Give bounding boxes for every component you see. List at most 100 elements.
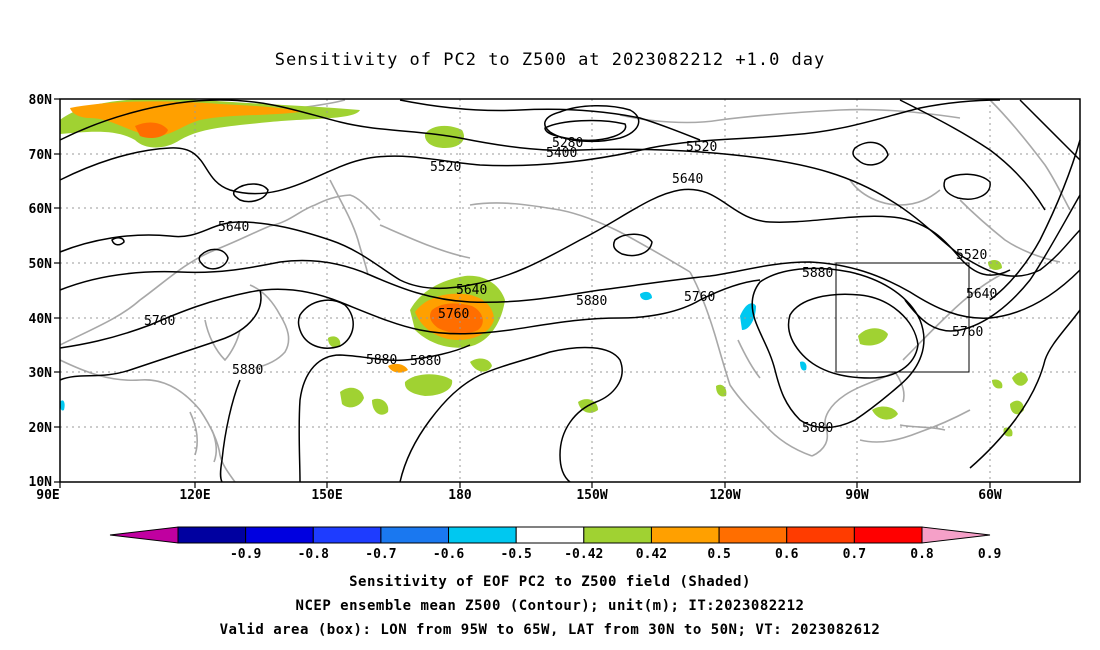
shade-cyan-patch <box>800 361 807 371</box>
shade-darkorange-patch <box>135 122 168 138</box>
lat-tick-label: 70N <box>29 148 53 163</box>
contour-label: 5280 <box>552 136 583 151</box>
contour-line <box>943 173 991 200</box>
colorbar-label: 0.42 <box>636 547 667 562</box>
contour-labels: 5280 5400 5520 5520 5640 5640 5640 5520 … <box>144 136 997 436</box>
shade-orange-patch <box>388 363 408 373</box>
contour-label: 5760 <box>144 314 175 329</box>
coastline-philippines <box>189 411 217 463</box>
shade-green-patch <box>872 406 898 420</box>
coastline-namerica-west <box>689 271 813 457</box>
lon-tick-label: 150W <box>576 488 607 503</box>
coastline-hudson-bay <box>849 179 941 206</box>
coastline-central-america <box>859 409 971 443</box>
shade-green-patch <box>716 384 727 397</box>
lon-tick-label: 180 <box>448 488 472 503</box>
shade-green-patch <box>470 358 492 372</box>
lat-tick-label: 30N <box>29 366 53 381</box>
contour-line <box>59 188 1011 290</box>
lon-tick-labels: 90E 120E 150E 180 150W 120W 90W 60W <box>36 488 1002 503</box>
footer-valid-area-caption: Valid area (box): LON from 95W to 65W, L… <box>219 622 881 638</box>
colorbar-label: 0.5 <box>707 547 730 562</box>
shade-green-patch <box>1012 372 1028 386</box>
shade-green-patch <box>404 374 453 396</box>
contour-line <box>751 267 925 429</box>
coastline-arctic-canada <box>619 108 961 124</box>
contour-label: 5400 <box>546 146 577 161</box>
contour-label: 5760 <box>952 325 983 340</box>
colorbar-label: -0.5 <box>501 547 532 562</box>
contour-line <box>232 183 269 203</box>
colorbar-swatch <box>718 526 788 544</box>
coastline-labrador <box>959 199 1061 263</box>
chart-title: Sensitivity of PC2 to Z500 at 2023082212… <box>274 50 826 70</box>
lat-tick-label: 10N <box>29 475 53 490</box>
colorbar-over-triangle <box>921 526 991 544</box>
lat-tick-label: 50N <box>29 257 53 272</box>
shade-cyan-patch <box>60 400 65 411</box>
colorbar-swatch <box>245 526 314 544</box>
colorbar-swatch <box>312 526 382 544</box>
shade-green-patch <box>1003 427 1013 437</box>
coastline-asia-east <box>59 194 381 346</box>
contour-line <box>399 346 623 483</box>
colorbar-label: -0.9 <box>230 547 261 562</box>
lat-tick-label: 20N <box>29 421 53 436</box>
contour-line <box>899 99 1046 211</box>
contour-label: 5880 <box>366 353 397 368</box>
lon-tick-label: 150E <box>311 488 342 503</box>
colorbar-swatch <box>853 526 923 544</box>
valid-area-box <box>835 262 970 373</box>
contour-line <box>59 279 761 349</box>
coastline-kamchatka <box>329 179 369 276</box>
contour-line <box>298 344 471 483</box>
coastline-gulf-mexico <box>811 371 896 457</box>
shade-green-patch <box>992 379 1003 389</box>
map-frame <box>59 98 1081 483</box>
shade-cyan-patch <box>640 291 652 301</box>
colorbar-label: -0.42 <box>564 547 603 562</box>
contour-label: 5880 <box>232 363 263 378</box>
contour-label: 5880 <box>410 354 441 369</box>
lat-tick-label: 60N <box>29 202 53 217</box>
shaded-patches <box>60 98 1028 437</box>
contour-line <box>59 99 1081 277</box>
contour-label: 5640 <box>672 172 703 187</box>
contour-label: 5640 <box>218 220 249 235</box>
contour-label: 5880 <box>576 294 607 309</box>
colorbar-swatch <box>448 526 517 544</box>
contour-line <box>612 233 653 257</box>
coastline-japan <box>249 284 290 369</box>
colorbar-label: 0.7 <box>843 547 866 562</box>
shade-green-patch <box>858 328 888 346</box>
lon-tick-label: 120E <box>179 488 210 503</box>
coastline-greenland <box>989 99 1071 211</box>
lon-tick-label: 60W <box>978 488 1002 503</box>
coastline-aleutians <box>379 224 471 259</box>
contour-line <box>219 379 241 483</box>
map-figure: 5280 5400 5520 5520 5640 5640 5640 5520 … <box>29 93 1081 562</box>
contour-line <box>989 139 1081 301</box>
lat-tick-label: 80N <box>29 93 53 108</box>
coastline-korea <box>204 319 241 362</box>
colorbar-under-triangle <box>109 526 179 544</box>
contour-line <box>59 99 1001 195</box>
shade-orange-patch <box>70 101 300 137</box>
contour-label: 5520 <box>956 248 987 263</box>
z500-contours <box>59 99 1081 483</box>
shade-green-patch <box>424 125 465 148</box>
colorbar-swatch <box>177 526 247 544</box>
footer-shading-caption: Sensitivity of EOF PC2 to Z500 field (Sh… <box>349 574 751 590</box>
contour-label: 5880 <box>802 266 833 281</box>
shade-green-patch <box>372 398 389 415</box>
contour-label: 5760 <box>438 307 469 322</box>
contour-line <box>852 141 889 166</box>
coastline-caribbean <box>899 424 946 431</box>
contour-label: 5520 <box>686 140 717 155</box>
shade-green-patch <box>1010 400 1024 415</box>
tick-marks <box>54 98 991 488</box>
shade-green-patch <box>340 387 364 408</box>
lat-tick-labels: 80N 70N 60N 50N 40N 30N 20N 10N <box>29 93 53 490</box>
contour-line <box>544 104 640 143</box>
coastline-alaska <box>469 202 691 273</box>
